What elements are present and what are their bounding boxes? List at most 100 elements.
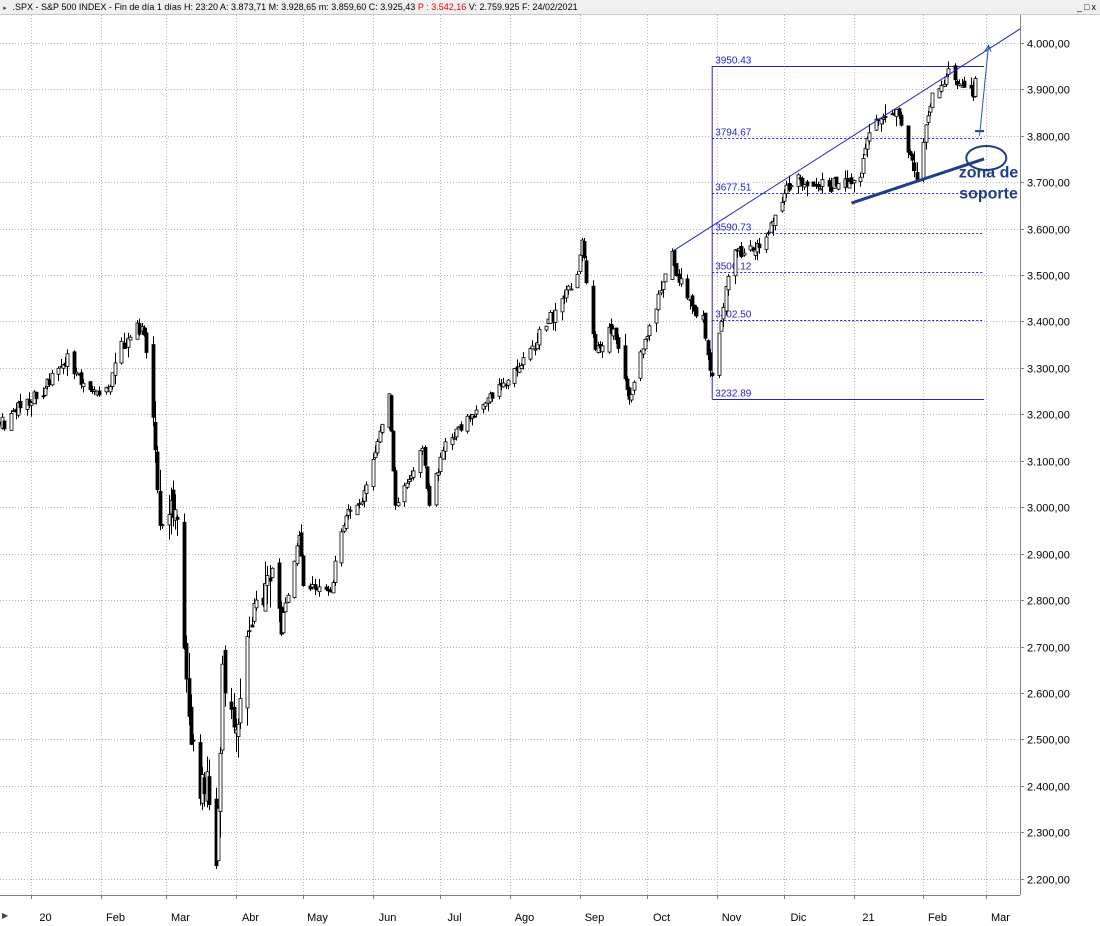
candle-up: [344, 515, 349, 529]
y-tick-label: 3.400,00: [1027, 317, 1070, 329]
upper-trendline: [671, 28, 1021, 253]
candle-up: [411, 470, 416, 478]
candle-up: [465, 415, 470, 432]
fib-level-label: 3232.89: [715, 389, 752, 400]
candle-up: [380, 423, 385, 433]
candle-up: [254, 599, 259, 609]
candle-up: [497, 383, 502, 397]
candle-up: [501, 382, 506, 388]
candle-down: [816, 183, 821, 188]
y-tick-label: 3.700,00: [1027, 178, 1070, 190]
y-tick-label: 2.900,00: [1027, 550, 1070, 562]
candle-up: [295, 545, 300, 565]
candle-up: [928, 106, 933, 113]
date-label: F:: [522, 2, 531, 12]
candle-up: [641, 348, 646, 355]
minimize-icon[interactable]: _: [1077, 2, 1083, 12]
candle-up: [847, 181, 852, 189]
candle-down: [472, 415, 477, 418]
candle-down: [175, 516, 180, 520]
candle-down: [953, 65, 958, 81]
price-chart[interactable]: 3950.43 3794.67 3677.51 3590.73 3506.12 3402.…: [0, 15, 1100, 926]
candle-up: [438, 456, 443, 472]
candle-up: [375, 441, 380, 454]
candle-down: [827, 180, 832, 187]
y-tick-label: 2.600,00: [1027, 689, 1070, 701]
fibonacci-retracement[interactable]: 3950.43 3794.67 3677.51 3590.73 3506.12 3402.…: [711, 56, 985, 400]
candle-down: [685, 278, 690, 299]
candle-down: [703, 312, 708, 339]
x-tick-label: 20: [39, 912, 51, 924]
maximize-icon[interactable]: □: [1084, 2, 1090, 12]
projection-arrow-head: [984, 44, 992, 52]
candle-up: [784, 184, 789, 195]
candle-up: [450, 437, 455, 445]
candle-up: [782, 193, 787, 202]
candle-up: [939, 85, 944, 92]
candle-down: [805, 181, 810, 187]
candle-down: [912, 162, 917, 172]
candle-down: [144, 332, 149, 353]
candle-up: [629, 394, 634, 401]
candle-down: [425, 466, 430, 489]
candle-down: [849, 177, 854, 185]
candle-up: [333, 560, 338, 583]
candle-up: [742, 252, 747, 256]
y-tick-label: 2.700,00: [1027, 643, 1070, 655]
candle-up: [544, 325, 549, 331]
candle-up: [167, 514, 172, 526]
candle-down: [694, 307, 699, 317]
collapse-arrow-icon[interactable]: ▸: [3, 5, 7, 12]
annotation-text-line: soporte: [959, 186, 1018, 203]
candle-up: [220, 663, 225, 751]
candle-down: [97, 390, 102, 396]
candle-up: [578, 254, 583, 272]
candle-up: [110, 372, 115, 387]
candle-down: [829, 186, 834, 192]
candle-up: [533, 348, 538, 351]
candle-up: [50, 372, 55, 386]
candle-down: [137, 323, 142, 335]
candle-down: [88, 381, 93, 391]
candle-up: [656, 293, 661, 311]
user-drawings[interactable]: zona de soporte: [671, 28, 1021, 253]
candle-up: [530, 345, 535, 350]
candle-up: [820, 179, 825, 187]
x-tick-label: 21: [862, 912, 874, 924]
x-tick-label: Jun: [379, 912, 397, 924]
volume-value: 2.759.925: [479, 2, 520, 12]
candle-up: [216, 807, 221, 862]
scroll-left-icon[interactable]: ▶: [2, 911, 9, 920]
candle-up: [930, 92, 935, 109]
candle-down: [910, 153, 915, 161]
candle-up: [724, 286, 729, 312]
p-value: 3.542,16: [431, 2, 467, 12]
candle-up: [600, 345, 605, 353]
candle-down: [710, 372, 715, 376]
candle-down: [182, 521, 187, 649]
candle-down: [614, 327, 619, 341]
candle-up: [721, 307, 726, 320]
candle-down: [18, 401, 23, 409]
p-label: P :: [417, 2, 429, 12]
candle-down: [757, 243, 762, 249]
candle-down: [625, 378, 630, 391]
candle-down: [800, 178, 805, 187]
y-tick-label: 3.500,00: [1027, 271, 1070, 283]
fib-level-label: 3794.67: [715, 128, 752, 139]
candle-up: [339, 531, 344, 564]
candle-up: [632, 381, 637, 391]
candle-up: [679, 278, 684, 285]
candle-down: [459, 424, 464, 431]
candle-up: [436, 472, 441, 476]
close-icon[interactable]: x: [1091, 2, 1097, 12]
candle-down: [301, 555, 306, 586]
y-tick-label: 3.100,00: [1027, 457, 1070, 469]
candle-down: [11, 410, 16, 413]
candle-down: [313, 584, 318, 590]
candle-down: [674, 263, 679, 277]
candle-down: [328, 589, 333, 593]
candle-up: [537, 328, 542, 346]
candle-down: [962, 80, 967, 88]
x-tick-label: Nov: [722, 912, 742, 924]
